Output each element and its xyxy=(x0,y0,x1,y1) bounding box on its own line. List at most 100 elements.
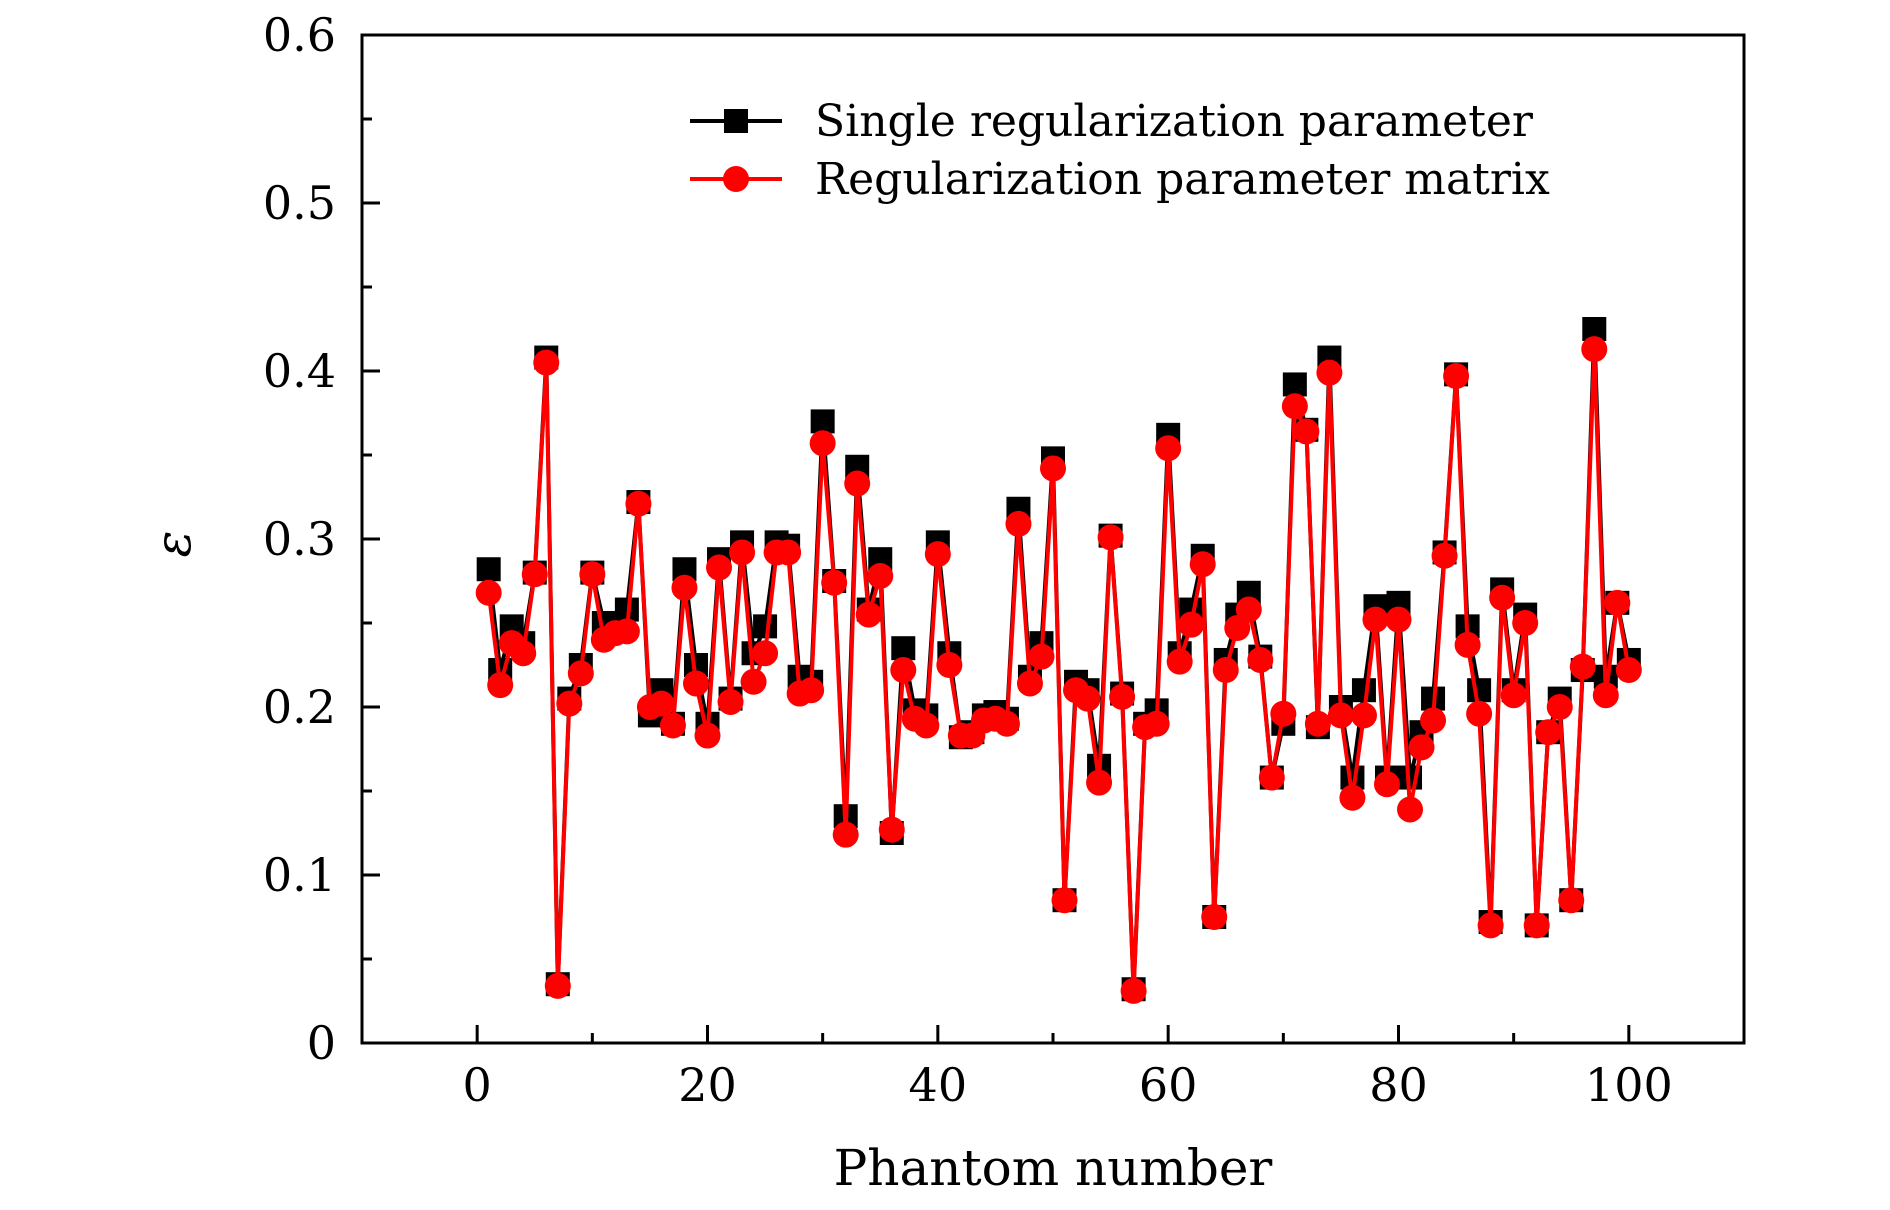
data-point-circle xyxy=(1420,707,1447,734)
data-point-circle xyxy=(579,561,606,588)
data-point-circle xyxy=(844,470,871,497)
data-point-circle xyxy=(717,688,744,715)
data-point-circle xyxy=(1109,683,1136,710)
data-point-circle xyxy=(1016,670,1043,697)
data-point-circle xyxy=(1258,764,1285,791)
legend-marker-square xyxy=(724,109,748,133)
legend-label-matrix: Regularization parameter matrix xyxy=(815,154,1550,205)
data-point-circle xyxy=(775,539,802,566)
data-point-circle xyxy=(809,430,836,457)
data-point-circle xyxy=(1097,524,1124,551)
y-tick-label: 0.6 xyxy=(263,8,336,62)
series-1 xyxy=(475,336,1642,1004)
x-tick-label: 80 xyxy=(1369,1058,1428,1112)
data-point-circle xyxy=(487,672,514,699)
data-point-circle xyxy=(1040,455,1066,482)
x-axis-title: Phantom number xyxy=(834,1139,1273,1197)
data-point-circle xyxy=(1558,887,1585,914)
data-point-circle xyxy=(521,561,548,588)
data-point-circle xyxy=(556,690,583,717)
data-point-circle xyxy=(1155,435,1182,462)
data-point-circle xyxy=(1512,610,1539,636)
x-tick-label: 100 xyxy=(1585,1058,1673,1112)
data-point-circle xyxy=(1373,771,1400,798)
data-point-circle xyxy=(1350,702,1377,729)
data-point-square xyxy=(476,557,501,582)
data-point-circle xyxy=(1143,710,1170,737)
data-point-circle xyxy=(1431,542,1458,569)
data-point-circle xyxy=(544,972,571,999)
data-point-circle xyxy=(821,569,848,596)
data-point-circle xyxy=(1212,657,1239,684)
data-point-circle xyxy=(1466,700,1493,727)
data-point-circle xyxy=(625,490,652,517)
data-point-circle xyxy=(1304,710,1331,737)
data-point-circle xyxy=(1604,589,1631,616)
data-point-circle xyxy=(1443,363,1470,390)
data-point-circle xyxy=(740,668,767,695)
data-point-circle xyxy=(1408,734,1435,761)
data-point-circle xyxy=(1270,700,1297,727)
data-point-circle xyxy=(913,712,940,739)
x-tick-label: 20 xyxy=(678,1058,737,1112)
data-point-circle xyxy=(706,554,733,581)
legend-label-single: Single regularization parameter xyxy=(815,96,1534,147)
y-axis-title: ε xyxy=(144,531,202,558)
series-layer xyxy=(475,317,1642,1004)
data-point-circle xyxy=(1385,606,1412,633)
y-tick-label: 0 xyxy=(307,1016,336,1070)
data-point-circle xyxy=(1051,887,1078,914)
data-point-circle xyxy=(1592,682,1619,709)
y-tick-label: 0.4 xyxy=(263,344,336,398)
data-point-circle xyxy=(567,660,594,687)
y-tick-label: 0.2 xyxy=(263,680,336,734)
data-point-circle xyxy=(1327,702,1354,729)
data-point-circle xyxy=(1281,393,1308,420)
data-point-circle xyxy=(1569,653,1596,680)
data-point-circle xyxy=(1362,606,1389,633)
data-point-circle xyxy=(1535,719,1562,746)
data-point-square xyxy=(1351,678,1376,703)
data-point-circle xyxy=(1120,977,1147,1004)
data-point-circle xyxy=(1500,682,1527,709)
data-point-circle xyxy=(1247,646,1274,673)
data-point-circle xyxy=(475,579,502,606)
data-point-circle xyxy=(729,539,756,566)
legend: Single regularization parameter Regulari… xyxy=(690,96,1550,205)
data-point-circle xyxy=(1581,336,1608,363)
data-point-circle xyxy=(890,657,917,684)
data-point-circle xyxy=(1005,510,1032,537)
data-point-circle xyxy=(1293,418,1320,445)
data-point-square xyxy=(1282,372,1307,397)
data-point-circle xyxy=(648,690,675,717)
y-tick-label: 0.1 xyxy=(263,848,336,902)
data-point-square xyxy=(810,409,835,434)
data-point-square xyxy=(891,636,916,661)
data-point-circle xyxy=(1454,631,1481,658)
data-point-circle xyxy=(936,652,963,678)
data-point-square xyxy=(1467,678,1492,703)
data-point-circle xyxy=(993,710,1020,737)
data-point-circle xyxy=(671,574,698,601)
data-point-circle xyxy=(1086,769,1113,796)
data-point-circle xyxy=(1201,904,1228,930)
x-tick-label: 40 xyxy=(909,1058,968,1112)
y-tick-label: 0.5 xyxy=(263,176,336,230)
y-tick-label: 0.3 xyxy=(263,512,336,566)
axis-layer: 0 20 40 60 80 100 0 0.1 0.2 0.3 0.4 0.5 0.6 xyxy=(263,8,1673,1112)
data-point-circle xyxy=(1028,643,1055,670)
series-line xyxy=(486,347,1631,993)
data-point-circle xyxy=(1489,584,1516,611)
data-point-circle xyxy=(682,670,709,697)
data-point-circle xyxy=(533,349,560,376)
data-point-circle xyxy=(510,640,537,667)
x-tick-label: 0 xyxy=(463,1058,492,1112)
data-point-circle xyxy=(1477,912,1504,939)
data-point-circle xyxy=(1546,694,1573,720)
data-point-circle xyxy=(878,816,905,843)
data-point-circle xyxy=(1166,648,1193,675)
data-point-circle xyxy=(1523,912,1550,939)
data-point-circle xyxy=(1397,796,1424,823)
data-point-circle xyxy=(613,618,640,645)
